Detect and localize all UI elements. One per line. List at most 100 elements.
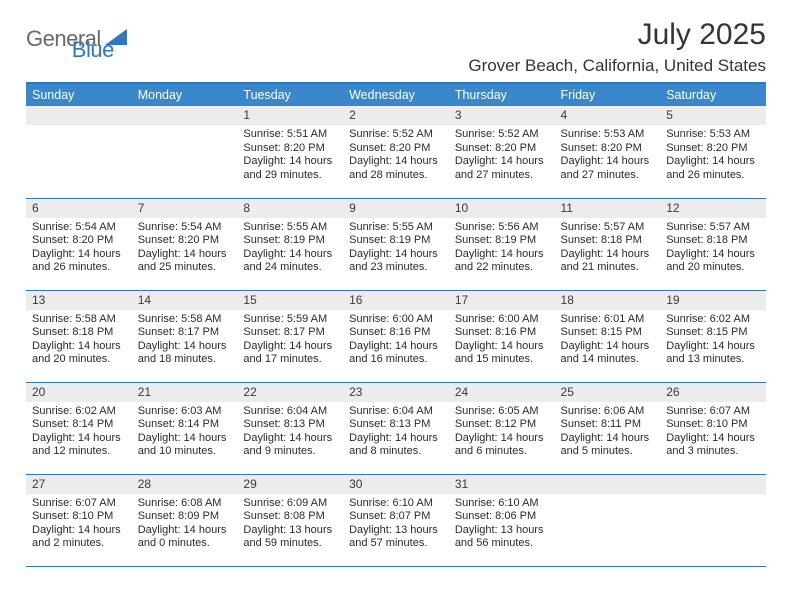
title-block: July 2025 Grover Beach, California, Unit… [468,18,766,76]
day-number [555,475,661,494]
day-details: Sunrise: 6:06 AMSunset: 8:11 PMDaylight:… [555,402,661,463]
day-details: Sunrise: 5:58 AMSunset: 8:18 PMDaylight:… [26,310,132,371]
day-details: Sunrise: 5:58 AMSunset: 8:17 PMDaylight:… [132,310,238,371]
day-details: Sunrise: 6:07 AMSunset: 8:10 PMDaylight:… [660,402,766,463]
day-number: 3 [449,106,555,125]
day-details: Sunrise: 6:04 AMSunset: 8:13 PMDaylight:… [237,402,343,463]
calendar-day-cell: 11Sunrise: 5:57 AMSunset: 8:18 PMDayligh… [555,198,661,290]
day-details: Sunrise: 5:54 AMSunset: 8:20 PMDaylight:… [26,218,132,279]
day-number: 16 [343,291,449,310]
day-details: Sunrise: 6:01 AMSunset: 8:15 PMDaylight:… [555,310,661,371]
day-number [132,106,238,125]
day-number: 6 [26,199,132,218]
day-number: 4 [555,106,661,125]
day-number: 11 [555,199,661,218]
day-details: Sunrise: 6:00 AMSunset: 8:16 PMDaylight:… [343,310,449,371]
location: Grover Beach, California, United States [468,56,766,76]
day-number: 26 [660,383,766,402]
calendar-table: SundayMondayTuesdayWednesdayThursdayFrid… [26,82,766,567]
day-number: 23 [343,383,449,402]
calendar-day-cell: 9Sunrise: 5:55 AMSunset: 8:19 PMDaylight… [343,198,449,290]
calendar-day-cell: 14Sunrise: 5:58 AMSunset: 8:17 PMDayligh… [132,290,238,382]
day-details: Sunrise: 6:05 AMSunset: 8:12 PMDaylight:… [449,402,555,463]
day-number: 5 [660,106,766,125]
day-details: Sunrise: 6:07 AMSunset: 8:10 PMDaylight:… [26,494,132,555]
calendar-day-cell: 27Sunrise: 6:07 AMSunset: 8:10 PMDayligh… [26,474,132,566]
day-details: Sunrise: 5:51 AMSunset: 8:20 PMDaylight:… [237,125,343,186]
day-number: 2 [343,106,449,125]
logo-text-blue: Blue [72,37,114,62]
day-number: 1 [237,106,343,125]
calendar-day-cell: 15Sunrise: 5:59 AMSunset: 8:17 PMDayligh… [237,290,343,382]
calendar-day-cell: 26Sunrise: 6:07 AMSunset: 8:10 PMDayligh… [660,382,766,474]
weekday-header: Friday [555,83,661,106]
day-details: Sunrise: 5:52 AMSunset: 8:20 PMDaylight:… [343,125,449,186]
day-number [660,475,766,494]
calendar-day-cell: 31Sunrise: 6:10 AMSunset: 8:06 PMDayligh… [449,474,555,566]
logo: General Blue [26,18,173,52]
calendar-day-cell [555,474,661,566]
day-number [26,106,132,125]
day-number: 21 [132,383,238,402]
day-number: 25 [555,383,661,402]
calendar-day-cell: 28Sunrise: 6:08 AMSunset: 8:09 PMDayligh… [132,474,238,566]
day-details: Sunrise: 5:55 AMSunset: 8:19 PMDaylight:… [237,218,343,279]
day-details: Sunrise: 5:57 AMSunset: 8:18 PMDaylight:… [660,218,766,279]
day-number: 28 [132,475,238,494]
calendar-day-cell: 8Sunrise: 5:55 AMSunset: 8:19 PMDaylight… [237,198,343,290]
calendar-day-cell [660,474,766,566]
day-number: 13 [26,291,132,310]
day-number: 30 [343,475,449,494]
day-number: 24 [449,383,555,402]
day-number: 10 [449,199,555,218]
day-details: Sunrise: 6:02 AMSunset: 8:14 PMDaylight:… [26,402,132,463]
calendar-week-row: 27Sunrise: 6:07 AMSunset: 8:10 PMDayligh… [26,474,766,566]
day-details: Sunrise: 6:08 AMSunset: 8:09 PMDaylight:… [132,494,238,555]
calendar-week-row: 13Sunrise: 5:58 AMSunset: 8:18 PMDayligh… [26,290,766,382]
calendar-day-cell: 29Sunrise: 6:09 AMSunset: 8:08 PMDayligh… [237,474,343,566]
day-number: 29 [237,475,343,494]
day-number: 18 [555,291,661,310]
calendar-day-cell: 6Sunrise: 5:54 AMSunset: 8:20 PMDaylight… [26,198,132,290]
day-details: Sunrise: 5:57 AMSunset: 8:18 PMDaylight:… [555,218,661,279]
calendar-day-cell: 12Sunrise: 5:57 AMSunset: 8:18 PMDayligh… [660,198,766,290]
month-title: July 2025 [468,18,766,52]
day-number: 7 [132,199,238,218]
day-number: 22 [237,383,343,402]
calendar-body: 1Sunrise: 5:51 AMSunset: 8:20 PMDaylight… [26,106,766,566]
calendar-day-cell: 24Sunrise: 6:05 AMSunset: 8:12 PMDayligh… [449,382,555,474]
calendar-day-cell [26,106,132,198]
weekday-header: Wednesday [343,83,449,106]
day-number: 31 [449,475,555,494]
header: General Blue July 2025 Grover Beach, Cal… [26,18,766,76]
calendar-day-cell: 1Sunrise: 5:51 AMSunset: 8:20 PMDaylight… [237,106,343,198]
weekday-header: Saturday [660,83,766,106]
calendar-day-cell: 10Sunrise: 5:56 AMSunset: 8:19 PMDayligh… [449,198,555,290]
weekday-header: Thursday [449,83,555,106]
calendar-day-cell: 7Sunrise: 5:54 AMSunset: 8:20 PMDaylight… [132,198,238,290]
calendar-day-cell: 25Sunrise: 6:06 AMSunset: 8:11 PMDayligh… [555,382,661,474]
calendar-day-cell: 16Sunrise: 6:00 AMSunset: 8:16 PMDayligh… [343,290,449,382]
calendar-day-cell: 2Sunrise: 5:52 AMSunset: 8:20 PMDaylight… [343,106,449,198]
day-details: Sunrise: 5:53 AMSunset: 8:20 PMDaylight:… [555,125,661,186]
day-details: Sunrise: 5:56 AMSunset: 8:19 PMDaylight:… [449,218,555,279]
calendar-day-cell: 21Sunrise: 6:03 AMSunset: 8:14 PMDayligh… [132,382,238,474]
weekday-header: Monday [132,83,238,106]
day-number: 8 [237,199,343,218]
calendar-day-cell: 20Sunrise: 6:02 AMSunset: 8:14 PMDayligh… [26,382,132,474]
day-number: 15 [237,291,343,310]
day-details: Sunrise: 5:59 AMSunset: 8:17 PMDaylight:… [237,310,343,371]
calendar-week-row: 6Sunrise: 5:54 AMSunset: 8:20 PMDaylight… [26,198,766,290]
day-details: Sunrise: 6:10 AMSunset: 8:07 PMDaylight:… [343,494,449,555]
calendar-day-cell: 30Sunrise: 6:10 AMSunset: 8:07 PMDayligh… [343,474,449,566]
day-number: 27 [26,475,132,494]
calendar-day-cell: 23Sunrise: 6:04 AMSunset: 8:13 PMDayligh… [343,382,449,474]
day-number: 20 [26,383,132,402]
day-details: Sunrise: 6:09 AMSunset: 8:08 PMDaylight:… [237,494,343,555]
day-details: Sunrise: 6:03 AMSunset: 8:14 PMDaylight:… [132,402,238,463]
weekday-header: Sunday [26,83,132,106]
day-details: Sunrise: 6:02 AMSunset: 8:15 PMDaylight:… [660,310,766,371]
weekday-header-row: SundayMondayTuesdayWednesdayThursdayFrid… [26,83,766,106]
calendar-day-cell: 18Sunrise: 6:01 AMSunset: 8:15 PMDayligh… [555,290,661,382]
weekday-header: Tuesday [237,83,343,106]
